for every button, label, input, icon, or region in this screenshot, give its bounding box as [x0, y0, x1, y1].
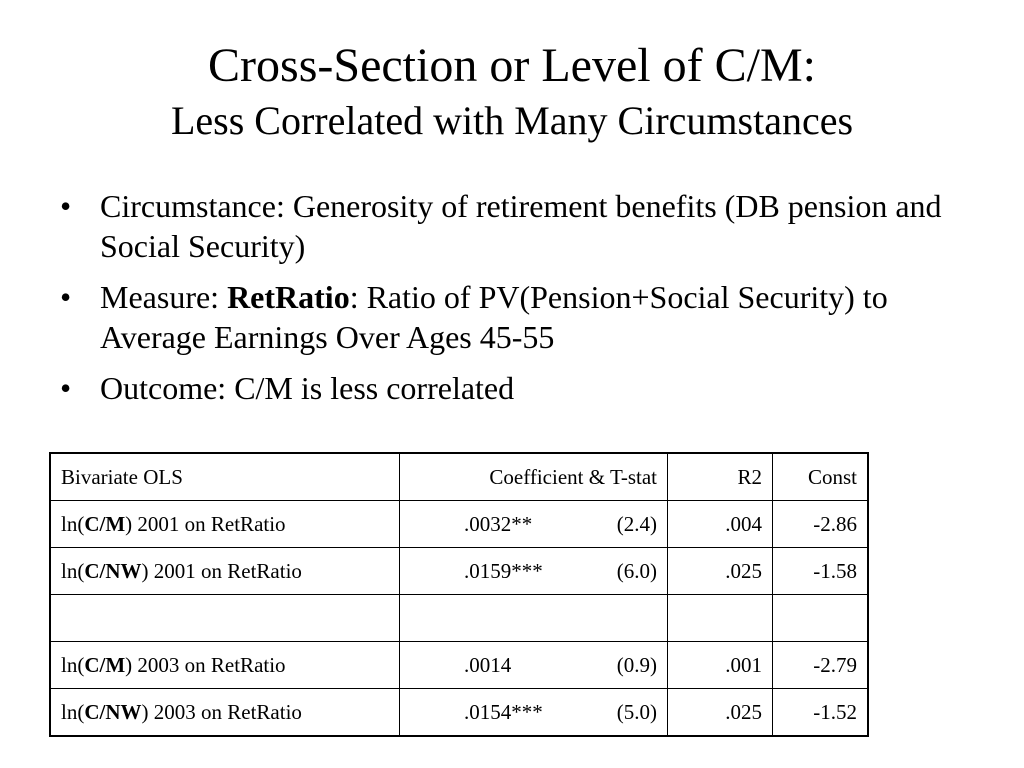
- coefficient-value: .0154***: [464, 699, 543, 724]
- slide-title: Cross-Section or Level of C/M:: [208, 39, 816, 92]
- bullet-dot: •: [60, 370, 72, 406]
- row-r2: .001: [667, 641, 773, 689]
- bullet-text: Outcome: C/M is less correlated: [100, 370, 515, 406]
- row-label: ln(C/M) 2003 on RetRatio: [49, 641, 400, 689]
- row-r2: .025: [667, 688, 773, 737]
- slide-title-block: Cross-Section or Level of C/M: Less Corr…: [0, 38, 1024, 146]
- t-stat-value: (6.0): [616, 558, 657, 583]
- header-label: Bivariate OLS: [49, 452, 400, 501]
- bullet-dot: •: [60, 188, 72, 224]
- row-label-bold: C/M: [84, 652, 126, 677]
- bullet-text-bold: RetRatio: [227, 279, 350, 315]
- table-row: ln(C/NW) 2001 on RetRatio .0159*** (6.0) …: [49, 547, 869, 595]
- row-label-pre: ln(: [61, 652, 85, 677]
- row-coefficient: [399, 594, 668, 642]
- row-coefficient: .0032** (2.4): [399, 500, 668, 548]
- bullet-text-rest: : Ratio of PV(Pension+Social Security) t…: [100, 279, 888, 355]
- header-const: Const: [772, 452, 869, 501]
- t-stat-value: (2.4): [616, 511, 657, 536]
- bullet-text: Circumstance: Generosity of retirement b…: [100, 188, 942, 264]
- row-label-bold: C/NW: [84, 699, 142, 724]
- bullet-dot: •: [60, 279, 72, 315]
- coefficient-value: .0159***: [464, 558, 543, 583]
- row-coefficient: .0159*** (6.0): [399, 547, 668, 595]
- coefficient-value: .0014: [464, 652, 512, 677]
- row-label-post: ) 2001 on RetRatio: [125, 511, 286, 536]
- t-stat-value: (5.0): [616, 699, 657, 724]
- bullet-list: • Circumstance: Generosity of retirement…: [60, 186, 960, 419]
- bullet-text-prefix: Measure:: [100, 279, 228, 315]
- header-coefficient: Coefficient & T-stat: [399, 452, 668, 501]
- row-label-bold: C/NW: [84, 558, 142, 583]
- row-label-pre: ln(: [61, 558, 85, 583]
- row-label: [49, 594, 400, 642]
- slide-subtitle: Less Correlated with Many Circumstances: [170, 98, 854, 143]
- table-row: ln(C/NW) 2003 on RetRatio .0154*** (5.0) …: [49, 688, 869, 737]
- row-label-post: ) 2003 on RetRatio: [141, 699, 302, 724]
- row-coefficient: .0014 (0.9): [399, 641, 668, 689]
- row-r2: .004: [667, 500, 773, 548]
- coefficient-value: .0032**: [464, 511, 533, 536]
- table-row: ln(C/M) 2003 on RetRatio .0014 (0.9) .001…: [49, 641, 869, 689]
- bullet-item: • Outcome: C/M is less correlated: [60, 368, 960, 408]
- table-header-row: Bivariate OLS Coefficient & T-stat R2 Co…: [49, 452, 869, 501]
- row-label: ln(C/NW) 2003 on RetRatio: [49, 688, 400, 737]
- bullet-item: • Measure: RetRatio: Ratio of PV(Pension…: [60, 277, 960, 357]
- row-label-pre: ln(: [61, 699, 85, 724]
- row-const: -1.52: [772, 688, 869, 737]
- row-coefficient: .0154*** (5.0): [399, 688, 668, 737]
- header-r2: R2: [667, 452, 773, 501]
- row-label: ln(C/NW) 2001 on RetRatio: [49, 547, 400, 595]
- t-stat-value: (0.9): [616, 652, 657, 677]
- row-const: [772, 594, 869, 642]
- row-r2: .025: [667, 547, 773, 595]
- table-row: ln(C/M) 2001 on RetRatio .0032** (2.4) .0…: [49, 500, 869, 548]
- row-label-pre: ln(: [61, 511, 85, 536]
- row-const: -2.86: [772, 500, 869, 548]
- row-const: -1.58: [772, 547, 869, 595]
- row-const: -2.79: [772, 641, 869, 689]
- table-row-empty: [49, 594, 869, 642]
- bullet-item: • Circumstance: Generosity of retirement…: [60, 186, 960, 266]
- row-r2: [667, 594, 773, 642]
- results-table: Bivariate OLS Coefficient & T-stat R2 Co…: [49, 452, 869, 737]
- row-label: ln(C/M) 2001 on RetRatio: [49, 500, 400, 548]
- row-label-post: ) 2003 on RetRatio: [125, 652, 286, 677]
- row-label-bold: C/M: [84, 511, 126, 536]
- row-label-post: ) 2001 on RetRatio: [141, 558, 302, 583]
